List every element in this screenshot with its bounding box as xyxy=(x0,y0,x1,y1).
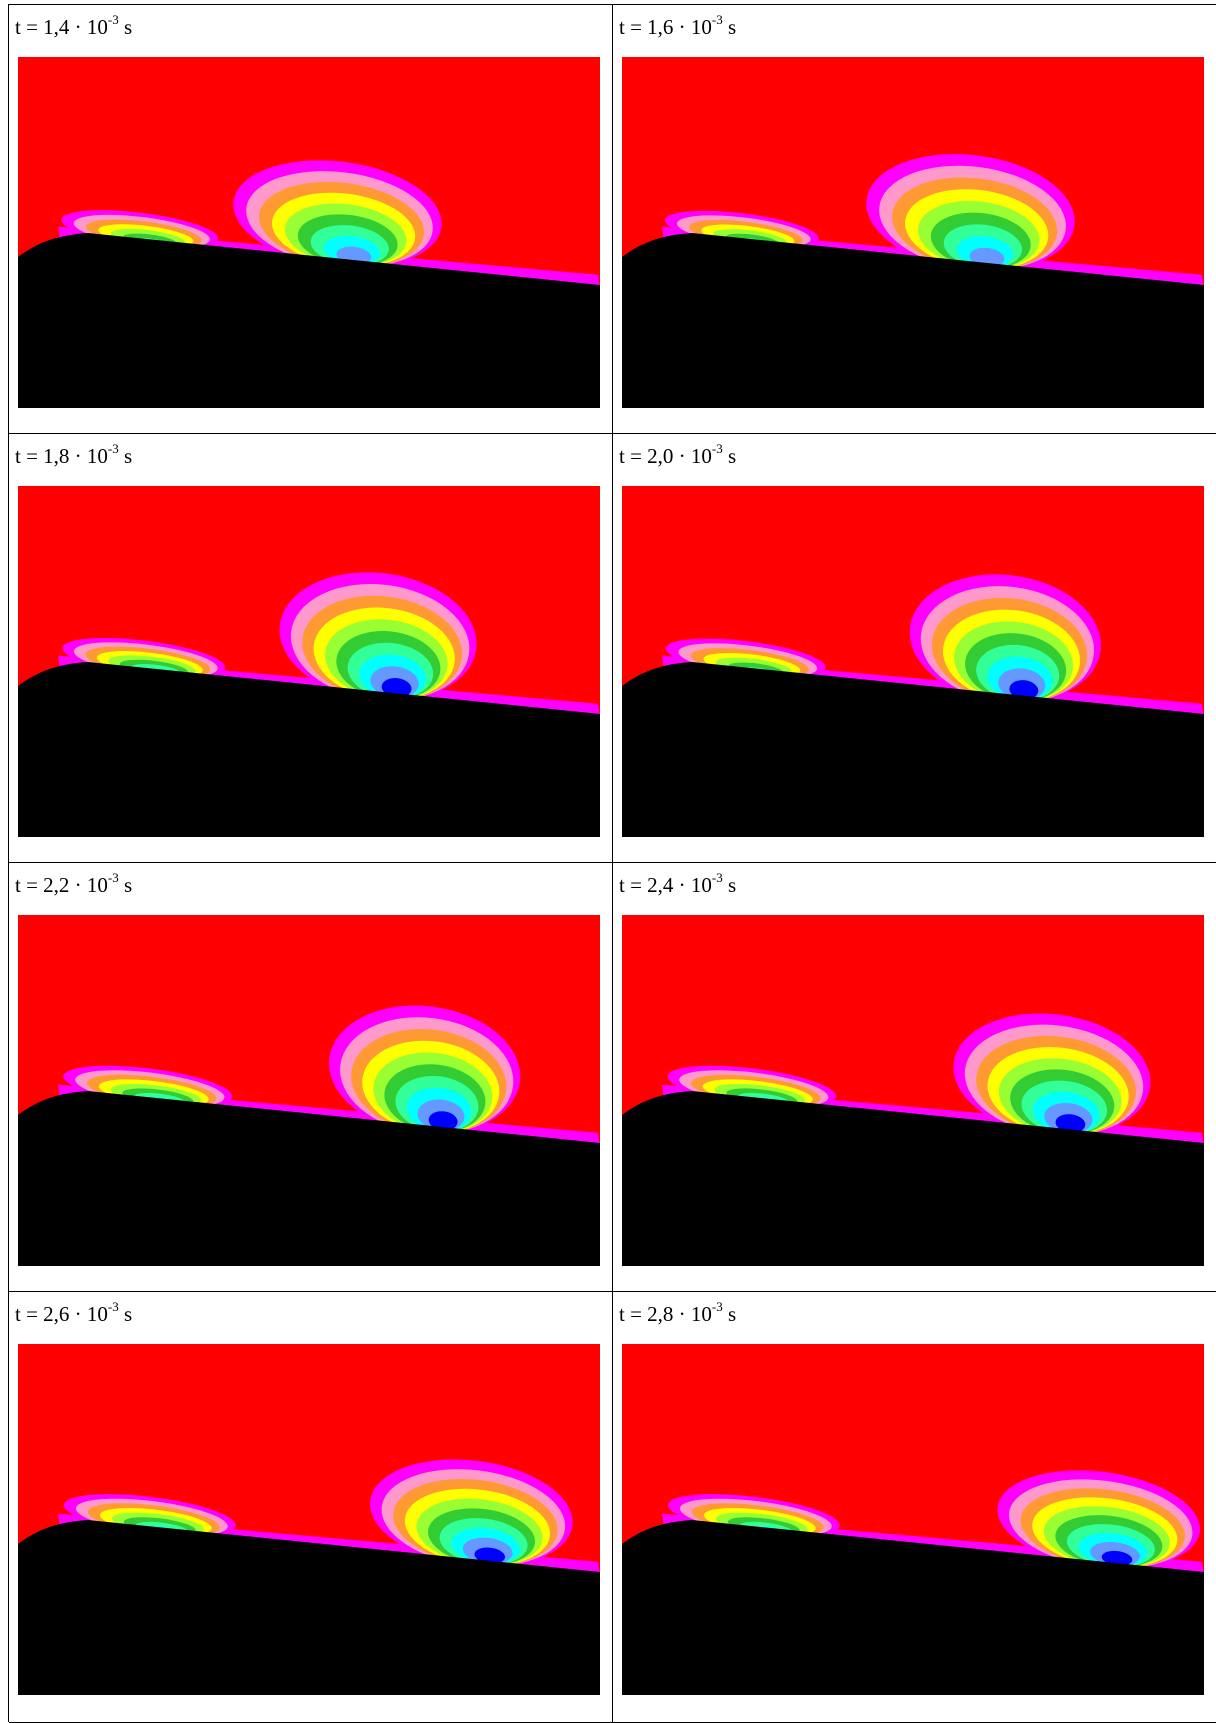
solid-wall xyxy=(18,1091,600,1266)
panel-4: t = 2,0 · 10-3 s xyxy=(613,434,1216,863)
panel-1: t = 1,4 · 10-3 s xyxy=(9,5,613,434)
contour-level xyxy=(1055,1114,1086,1133)
time-label: t = 2,0 · 10-3 s xyxy=(619,441,737,468)
main-vortex xyxy=(233,160,442,268)
panel-8: t = 2,8 · 10-3 s xyxy=(613,1292,1216,1723)
solid-wall xyxy=(18,1520,600,1695)
contour-plot xyxy=(622,486,1204,837)
figure-grid: t = 1,4 · 10-3 s t = 1,6 · 10-3 s t = 1,… xyxy=(8,4,1216,1723)
main-vortex xyxy=(953,1013,1151,1137)
time-label: t = 2,6 · 10-3 s xyxy=(15,1299,133,1326)
contour-plot xyxy=(18,57,600,408)
contour-plot xyxy=(18,1344,600,1695)
solid-wall xyxy=(622,662,1204,837)
panel-3: t = 1,8 · 10-3 s xyxy=(9,434,613,863)
main-vortex xyxy=(997,1470,1200,1569)
contour-plot xyxy=(622,915,1204,1266)
time-label: t = 1,8 · 10-3 s xyxy=(15,441,133,468)
time-label: t = 1,4 · 10-3 s xyxy=(15,12,133,39)
contour-plot xyxy=(18,486,600,837)
solid-wall xyxy=(622,1091,1204,1266)
solid-wall xyxy=(622,1520,1204,1695)
solid-wall xyxy=(18,233,600,408)
contour-plot xyxy=(622,57,1204,408)
time-label: t = 1,6 · 10-3 s xyxy=(619,12,737,39)
main-vortex xyxy=(866,154,1075,271)
panel-2: t = 1,6 · 10-3 s xyxy=(613,5,1216,434)
main-vortex xyxy=(909,574,1101,704)
main-vortex xyxy=(328,1005,521,1135)
solid-wall xyxy=(18,662,600,837)
panel-5: t = 2,2 · 10-3 s xyxy=(9,863,613,1292)
contour-level xyxy=(1101,1550,1133,1566)
main-vortex xyxy=(279,572,477,702)
solid-wall xyxy=(622,233,1204,408)
contour-plot xyxy=(18,915,600,1266)
time-label: t = 2,8 · 10-3 s xyxy=(619,1299,737,1326)
contour-level xyxy=(1009,680,1039,700)
contour-level xyxy=(474,1547,506,1564)
panel-7: t = 2,6 · 10-3 s xyxy=(9,1292,613,1723)
main-vortex xyxy=(370,1459,573,1567)
time-label: t = 2,2 · 10-3 s xyxy=(15,870,133,897)
panel-6: t = 2,4 · 10-3 s xyxy=(613,863,1216,1292)
contour-plot xyxy=(622,1344,1204,1695)
contour-level xyxy=(428,1111,458,1131)
time-label: t = 2,4 · 10-3 s xyxy=(619,870,737,897)
